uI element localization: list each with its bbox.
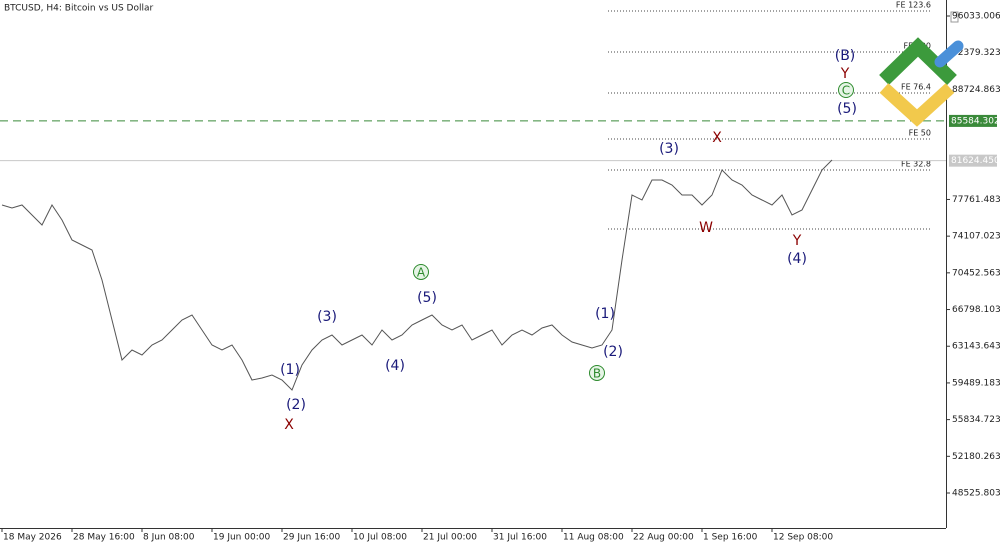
wave-label: W (699, 220, 713, 236)
wave-label: Y (840, 66, 850, 82)
y-tick-label: 63143.643 (952, 342, 1000, 352)
x-tick-label: 10 Jul 08:00 (353, 533, 407, 543)
x-tick-label: 22 Aug 00:00 (633, 533, 694, 543)
y-tick-label: 74107.023 (952, 232, 1000, 242)
wave-label: C (842, 83, 850, 97)
chart-title: BTCUSD, H4: Bitcoin vs US Dollar (4, 4, 153, 14)
x-tick-label: 1 Sep 16:00 (703, 533, 758, 543)
y-tick-label: 70452.563 (952, 268, 1000, 278)
y-tick-label: 88724.863 (952, 85, 1000, 95)
price-label-box (949, 114, 997, 127)
wave-label: (5) (417, 290, 437, 306)
wave-label: Y (792, 233, 802, 249)
price-label-box (949, 154, 997, 167)
wave-label: (2) (603, 344, 623, 360)
x-tick-label: 18 May 2026 (3, 533, 62, 543)
window-icon[interactable] (950, 11, 959, 23)
price-label: 81624.450 (951, 156, 1000, 166)
wave-circle (838, 81, 854, 98)
fe-label: FE 50 (909, 128, 931, 137)
fe-label: FE 123.6 (896, 0, 931, 9)
y-tick-label: 52180.263 (952, 452, 1000, 462)
x-tick-label: 28 May 16:00 (73, 533, 135, 543)
x-tick-label: 19 Jun 00:00 (213, 533, 270, 543)
y-tick-label: 66798.103 (952, 305, 1000, 315)
logo-green (879, 37, 957, 86)
wave-label: (2) (286, 397, 306, 413)
y-tick-label: 55834.723 (952, 415, 1000, 425)
y-tick-label: 77761.483 (952, 195, 1000, 205)
logo-blue (934, 40, 964, 68)
y-tick-label: 48525.803 (952, 489, 1000, 499)
wave-label: (1) (595, 306, 615, 322)
x-tick-label: 8 Jun 08:00 (143, 533, 195, 543)
wave-label: X (712, 130, 722, 146)
wave-label: B (593, 366, 601, 380)
y-tick-label: 59489.183 (952, 378, 1000, 388)
x-tick-label: 21 Jul 00:00 (423, 533, 477, 543)
x-tick-label: 12 Sep 08:00 (773, 533, 833, 543)
wave-label: (4) (385, 358, 405, 374)
wave-circle (413, 263, 429, 280)
fe-label: FE 76.4 (901, 82, 931, 91)
y-tick-label: 92379.323 (952, 48, 1000, 58)
x-tick-label: 31 Jul 16:00 (493, 533, 547, 543)
price-series (1, 159, 833, 391)
wave-label: A (417, 265, 426, 279)
wave-label: (3) (317, 309, 337, 325)
logo-yellow (879, 83, 955, 127)
wave-label: (4) (787, 251, 807, 267)
wave-label: X (284, 417, 294, 433)
wave-label: (B) (835, 48, 856, 64)
wave-label: (3) (659, 141, 679, 157)
x-tick-label: 11 Aug 08:00 (563, 533, 624, 543)
wave-label: (1) (280, 362, 300, 378)
y-tick-label: 96033.006 (952, 11, 1000, 21)
wave-label: (5) (837, 101, 857, 117)
wave-circle (589, 364, 605, 381)
price-label: 85584.302 (951, 116, 1000, 126)
x-tick-label: 29 Jun 16:00 (283, 533, 340, 543)
fe-label: FE 32.8 (901, 159, 931, 168)
logo (879, 37, 964, 127)
